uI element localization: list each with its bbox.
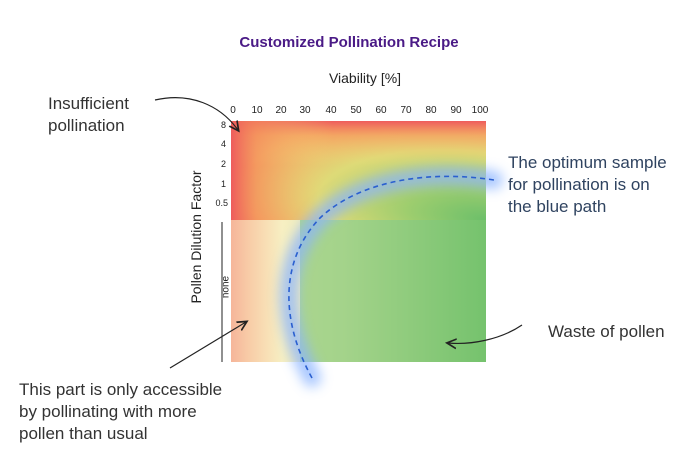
y-tick-2: 2 [220,159,226,169]
x-tick-50: 50 [350,105,362,116]
waste-arrow [448,324,523,343]
x-tick-70: 70 [400,105,412,116]
y-tick-4: 4 [220,139,226,149]
x-tick-0: 0 [230,105,236,116]
x-tick-30: 30 [299,105,311,116]
x-tick-60: 60 [375,105,387,116]
y-tick-0-5: 0.5 [215,198,228,208]
accessible-annotation: This part is only accessible by pollinat… [19,380,223,443]
x-tick-20: 20 [275,105,287,116]
x-axis-label: Viability [%] [328,70,402,86]
x-tick-40: 40 [325,105,337,116]
x-tick-100: 100 [471,105,489,116]
y-tick-1: 1 [220,179,226,189]
optimum-annotation: The optimum sample for pollination is on… [508,153,667,216]
x-tick-10: 10 [251,105,263,116]
insufficient-arrow [154,97,238,130]
y-tick-8: 8 [220,120,226,130]
chart-title: Customized Pollination Recipe [239,34,459,51]
waste-zone [300,220,486,362]
optimum-path [288,175,495,379]
accessible-arrow [169,322,246,369]
waste-annotation: Waste of pollen [548,322,665,341]
insufficient-annotation: Insufficient pollination [48,94,129,135]
x-tick-80: 80 [425,105,437,116]
x-tick-90: 90 [450,105,462,116]
